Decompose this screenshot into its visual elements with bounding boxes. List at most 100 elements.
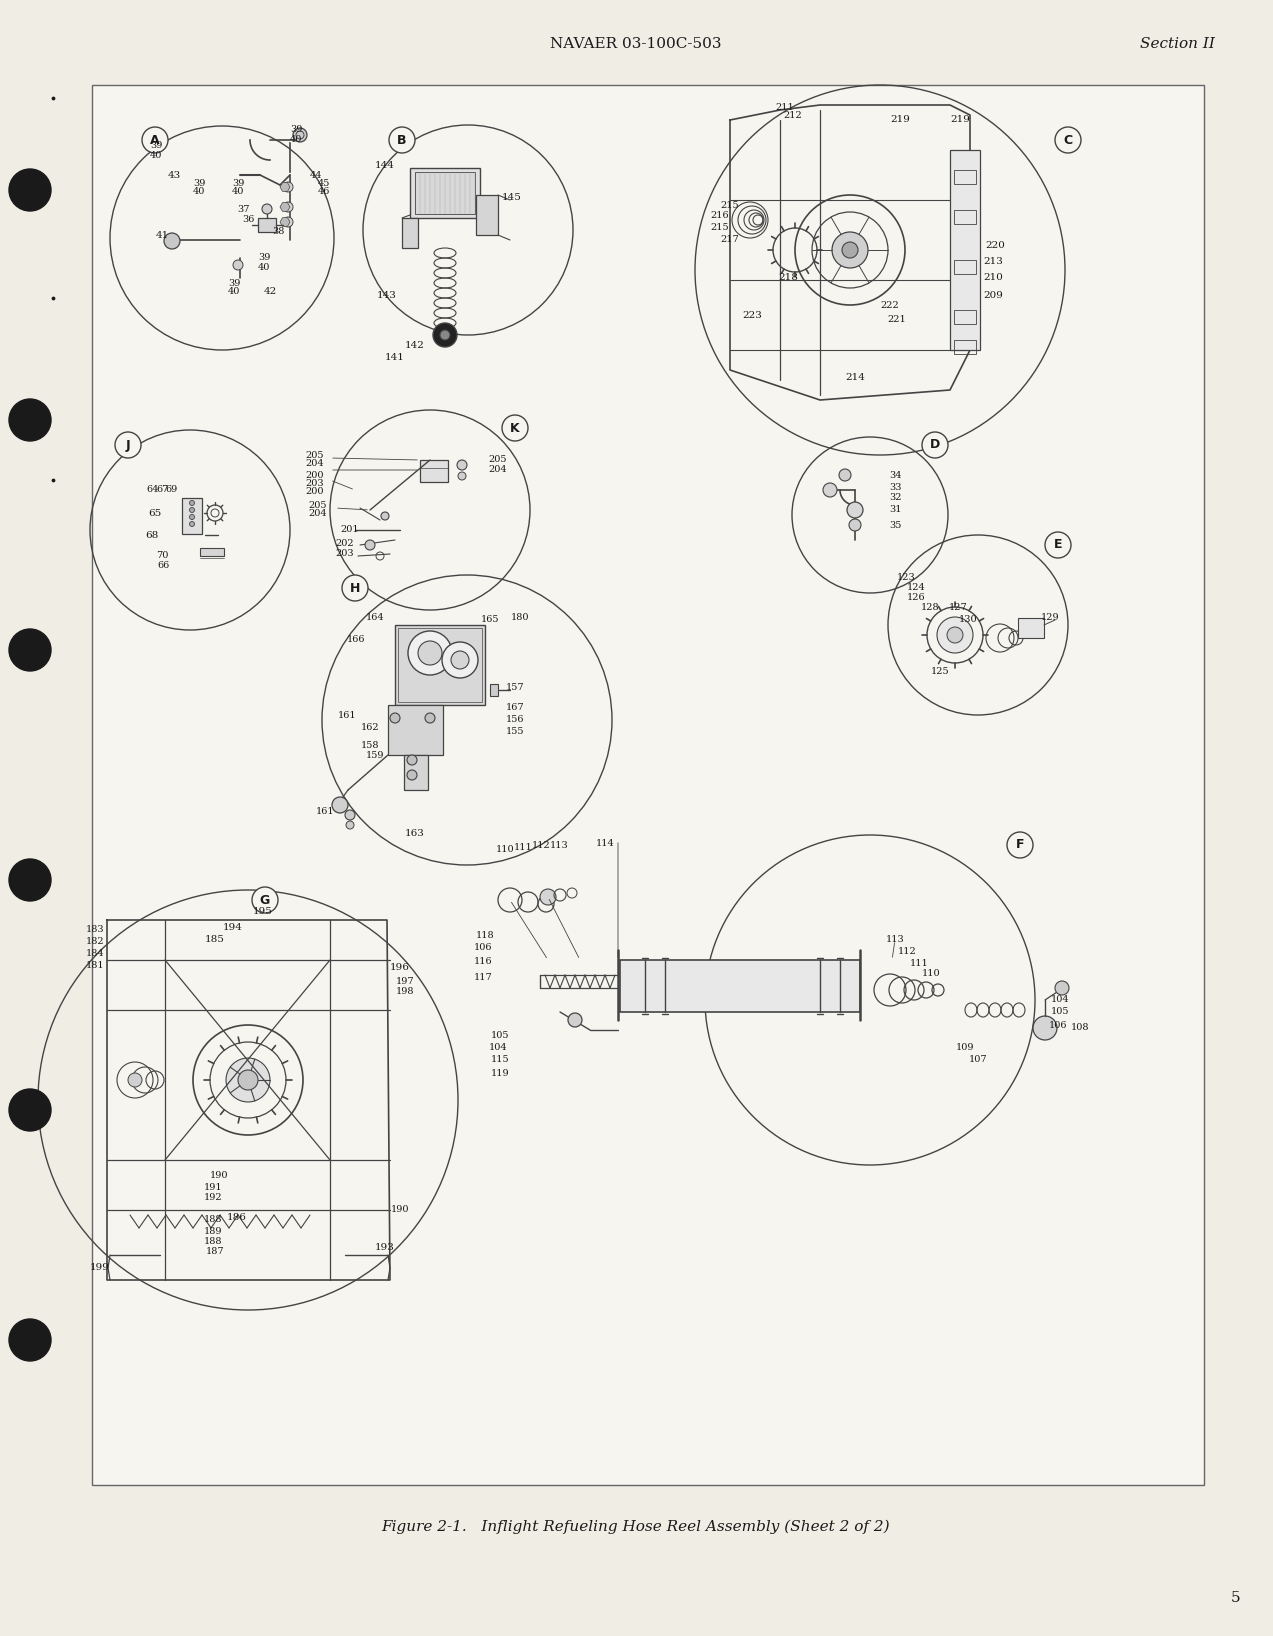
Circle shape xyxy=(824,483,838,497)
Text: 161: 161 xyxy=(316,808,335,816)
Text: 205: 205 xyxy=(309,501,327,509)
Text: 112: 112 xyxy=(532,841,550,851)
Circle shape xyxy=(922,432,948,458)
Text: 38: 38 xyxy=(272,227,284,237)
Text: 187: 187 xyxy=(206,1248,224,1256)
Text: 223: 223 xyxy=(742,311,763,321)
Text: 107: 107 xyxy=(969,1055,988,1065)
Text: 220: 220 xyxy=(985,240,1004,250)
Text: 185: 185 xyxy=(205,936,225,944)
Text: 214: 214 xyxy=(845,373,864,381)
Text: 36: 36 xyxy=(242,216,255,224)
Text: 199: 199 xyxy=(90,1263,109,1273)
Text: 204: 204 xyxy=(489,465,508,473)
Bar xyxy=(420,460,448,483)
Bar xyxy=(258,218,276,232)
Text: 204: 204 xyxy=(308,509,327,517)
Text: 105: 105 xyxy=(1050,1008,1069,1016)
Circle shape xyxy=(115,432,141,458)
Text: 203: 203 xyxy=(306,478,325,488)
Text: 69: 69 xyxy=(165,486,177,494)
Circle shape xyxy=(849,519,861,532)
Text: 222: 222 xyxy=(881,301,900,309)
Bar xyxy=(395,625,485,705)
Text: 217: 217 xyxy=(721,236,740,244)
Text: 145: 145 xyxy=(502,193,522,201)
Text: 209: 209 xyxy=(983,291,1003,299)
Text: 126: 126 xyxy=(906,594,925,602)
Text: 210: 210 xyxy=(983,273,1003,283)
Bar xyxy=(92,85,1204,1485)
Circle shape xyxy=(839,470,850,481)
Text: 190: 190 xyxy=(210,1170,228,1180)
Text: 198: 198 xyxy=(396,988,414,996)
Text: 104: 104 xyxy=(1050,995,1069,1005)
Text: 129: 129 xyxy=(1041,614,1059,623)
Text: 119: 119 xyxy=(490,1068,509,1078)
Circle shape xyxy=(540,888,556,905)
Text: 46: 46 xyxy=(318,187,330,195)
Circle shape xyxy=(190,501,195,506)
Text: 45: 45 xyxy=(318,178,330,188)
Bar xyxy=(476,195,498,236)
Text: 195: 195 xyxy=(253,908,272,916)
Text: 192: 192 xyxy=(204,1194,223,1202)
Bar xyxy=(953,260,976,273)
Text: 35: 35 xyxy=(889,520,901,530)
Text: 113: 113 xyxy=(550,841,568,849)
Circle shape xyxy=(190,507,195,512)
Text: 64: 64 xyxy=(146,486,159,494)
Text: 188: 188 xyxy=(204,1237,223,1245)
Circle shape xyxy=(381,512,390,520)
Text: B: B xyxy=(397,134,407,147)
Circle shape xyxy=(9,169,51,211)
Circle shape xyxy=(283,201,293,213)
Text: 141: 141 xyxy=(384,353,405,363)
Text: 40: 40 xyxy=(192,188,205,196)
Text: 188: 188 xyxy=(204,1216,223,1224)
Text: 161: 161 xyxy=(337,710,356,720)
Text: 219: 219 xyxy=(890,116,910,124)
Bar xyxy=(404,754,428,790)
Circle shape xyxy=(293,128,307,142)
Text: 196: 196 xyxy=(390,964,410,972)
Text: 205: 205 xyxy=(306,450,325,460)
Circle shape xyxy=(409,631,452,676)
Text: Figure 2-1.   Inflight Refueling Hose Reel Assembly (Sheet 2 of 2): Figure 2-1. Inflight Refueling Hose Reel… xyxy=(382,1520,890,1535)
Bar xyxy=(953,170,976,183)
Text: 33: 33 xyxy=(889,483,901,491)
Text: 163: 163 xyxy=(405,828,425,838)
Circle shape xyxy=(346,821,354,829)
Text: 193: 193 xyxy=(376,1243,395,1253)
Text: 213: 213 xyxy=(983,257,1003,267)
Text: 212: 212 xyxy=(784,111,802,121)
Circle shape xyxy=(9,628,51,671)
Text: 215: 215 xyxy=(710,224,729,232)
Bar xyxy=(182,497,202,533)
Text: 111: 111 xyxy=(513,844,532,852)
Text: 112: 112 xyxy=(897,947,917,957)
Circle shape xyxy=(190,522,195,527)
Text: J: J xyxy=(126,438,130,452)
Text: 125: 125 xyxy=(931,667,950,677)
Circle shape xyxy=(262,204,272,214)
Circle shape xyxy=(129,1073,143,1086)
Text: 42: 42 xyxy=(264,288,276,296)
Text: 109: 109 xyxy=(956,1044,974,1052)
Circle shape xyxy=(841,242,858,258)
Text: Section II: Section II xyxy=(1141,38,1214,51)
Text: 189: 189 xyxy=(204,1227,223,1235)
Circle shape xyxy=(407,771,418,780)
Text: 142: 142 xyxy=(405,340,425,350)
Text: 203: 203 xyxy=(336,548,354,558)
Text: NAVAER 03-100C-503: NAVAER 03-100C-503 xyxy=(550,38,722,51)
Text: 65: 65 xyxy=(149,509,162,517)
Text: 128: 128 xyxy=(920,604,939,612)
Text: 184: 184 xyxy=(85,949,104,957)
Polygon shape xyxy=(280,183,290,191)
Circle shape xyxy=(143,128,168,154)
Text: 123: 123 xyxy=(896,574,915,582)
Circle shape xyxy=(9,1319,51,1361)
Text: 39: 39 xyxy=(232,178,244,188)
Circle shape xyxy=(233,260,243,270)
